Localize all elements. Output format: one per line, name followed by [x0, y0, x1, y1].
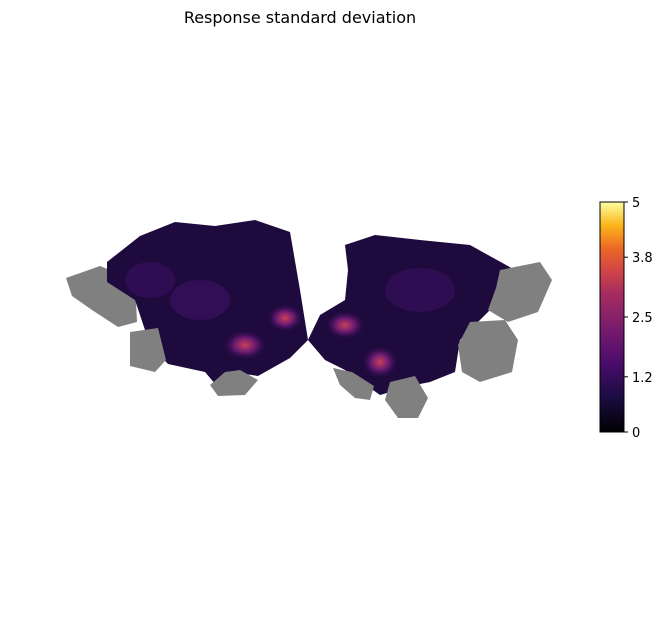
chart-title: Response standard deviation: [183, 8, 417, 27]
medial-wall-left-bottom: [130, 328, 166, 372]
medial-wall-left-small: [210, 370, 258, 396]
colorbar-tick-label: 5: [632, 196, 640, 211]
right-hemisphere: [308, 235, 552, 418]
colorbar-tick-label: 3.8: [632, 251, 653, 266]
colorbar-tick-label: 1.2: [632, 371, 653, 386]
colorbar-tick-label: 0: [632, 426, 640, 441]
medial-wall-right-lateral: [488, 262, 552, 322]
left-hemisphere: [66, 220, 308, 396]
medial-wall-right-small-2: [333, 368, 374, 400]
colorbar: 0 1.2 2.5 3.8 5: [599, 196, 653, 441]
right-cortex-map: [308, 235, 515, 395]
medial-wall-right-small: [385, 376, 428, 418]
colorbar-tick-label: 2.5: [632, 311, 653, 326]
colorbar-gradient: [599, 201, 625, 433]
medial-wall-right-bottom: [458, 320, 518, 382]
